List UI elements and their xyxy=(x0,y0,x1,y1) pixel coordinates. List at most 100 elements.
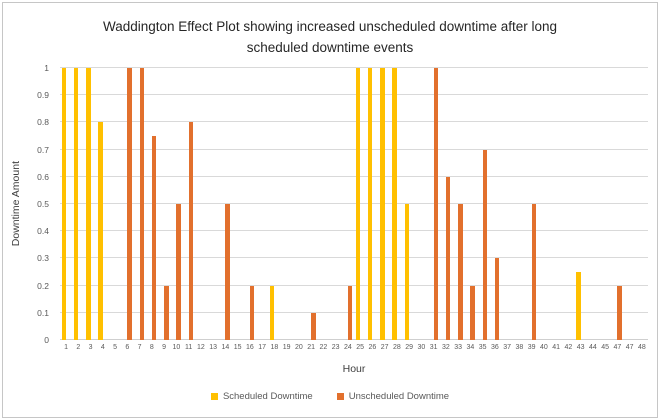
x-tick-label: 21 xyxy=(307,344,316,351)
x-tick-label: 9 xyxy=(162,344,167,351)
y-tick-label: 1 xyxy=(44,63,49,73)
scheduled-bar-hour-26 xyxy=(367,68,373,340)
x-tick-label: 7 xyxy=(137,344,142,351)
x-tick-label: 19 xyxy=(282,344,291,351)
x-tick-label: 36 xyxy=(490,344,499,351)
chart-title-line2: scheduled downtime events xyxy=(246,40,414,55)
y-tick-label: 0.1 xyxy=(37,307,49,318)
x-tick-label: 8 xyxy=(149,344,154,351)
x-tick-label: 44 xyxy=(588,344,597,351)
y-axis-tick-labels: 1 0.9 0.8 0.7 0.6 0.5 0.4 0.3 0.2 0.1 0 xyxy=(3,63,55,345)
unscheduled-bar-hour-8 xyxy=(151,136,157,340)
x-tick-label: 28 xyxy=(392,344,401,351)
x-tick-label: 39 xyxy=(527,344,536,351)
gridline-y-0.2 xyxy=(60,284,648,286)
unscheduled-bar-hour-36 xyxy=(494,258,500,340)
x-tick-label: 11 xyxy=(184,344,193,351)
y-tick-label: 0.3 xyxy=(37,253,49,264)
x-tick-label: 13 xyxy=(209,344,218,351)
gridline-y-0.1 xyxy=(60,311,648,313)
gridline-y-0.6 xyxy=(60,175,648,177)
gridline-y-0.4 xyxy=(60,230,648,232)
unscheduled-bar-hour-32 xyxy=(445,176,451,340)
unscheduled-bar-hour-6 xyxy=(127,68,132,340)
x-tick-label: 45 xyxy=(601,344,610,351)
unscheduled-bar-hour-33 xyxy=(458,204,463,340)
scheduled-bar-hour-2 xyxy=(73,68,79,340)
x-tick-label: 41 xyxy=(552,344,561,351)
x-tick-label: 29 xyxy=(405,344,414,351)
scheduled-bar-hour-25 xyxy=(355,68,361,340)
x-tick-label: 16 xyxy=(245,344,254,351)
x-tick-label: 31 xyxy=(429,344,438,351)
unscheduled-bar-hour-31 xyxy=(433,68,439,340)
x-tick-label: 43 xyxy=(576,344,585,351)
legend-label-scheduled: Scheduled Downtime xyxy=(222,391,313,402)
y-tick-label: 0.9 xyxy=(37,90,49,101)
unscheduled-bar-hour-24 xyxy=(347,285,353,340)
x-tick-label: 34 xyxy=(466,344,475,351)
x-tick-label: 40 xyxy=(539,344,548,351)
gridline-y-0.9 xyxy=(60,94,648,96)
x-tick-label: 12 xyxy=(196,344,205,351)
x-tick-label: 10 xyxy=(172,344,181,351)
y-tick-label: 0.5 xyxy=(37,199,49,209)
unscheduled-bar-hour-11 xyxy=(188,122,194,340)
unscheduled-swatch-icon xyxy=(336,393,344,400)
gridline-y-1 xyxy=(60,67,648,68)
x-tick-label: 32 xyxy=(441,344,450,351)
x-tick-label: 3 xyxy=(88,344,93,351)
legend: Scheduled Downtime Unscheduled Downtime xyxy=(3,391,657,402)
scheduled-bar-hour-18 xyxy=(269,285,275,340)
chart-title-line1: Waddington Effect Plot showing increased… xyxy=(102,19,558,34)
x-tick-label: 23 xyxy=(331,344,340,351)
legend-item-scheduled: Scheduled Downtime xyxy=(210,391,313,402)
x-tick-label: 22 xyxy=(319,344,328,351)
x-tick-label: 33 xyxy=(454,344,463,351)
x-tick-label: 47 xyxy=(613,344,622,351)
y-tick-label: 0.2 xyxy=(37,280,49,291)
x-tick-label: 4 xyxy=(100,344,105,351)
y-tick-label: 0.4 xyxy=(37,226,49,237)
plot-area xyxy=(60,67,648,340)
x-tick-label: 27 xyxy=(380,344,389,351)
y-tick-label: 0.6 xyxy=(37,171,49,182)
gridline-y-0.3 xyxy=(60,257,648,259)
x-tick-label: 5 xyxy=(113,344,118,351)
x-tick-label: 47 xyxy=(625,344,634,351)
unscheduled-bar-hour-9 xyxy=(164,285,169,340)
x-tick-label: 15 xyxy=(233,344,242,351)
unscheduled-bar-hour-47 xyxy=(617,285,622,340)
gridline-y-0 xyxy=(60,339,648,340)
x-axis-tick-labels: 1 2 3 4 5 6 7 8 9 10 11 12 13 14 15 16 17 18 19 20 21 22 23 24 2… xyxy=(60,344,648,354)
legend-item-unscheduled: Unscheduled Downtime xyxy=(336,391,449,402)
x-tick-label: 2 xyxy=(76,344,81,351)
x-tick-label: 38 xyxy=(515,344,524,351)
chart-title: Waddington Effect Plot showing increased… xyxy=(3,16,657,58)
unscheduled-bar-hour-34 xyxy=(470,285,475,340)
scheduled-bar-hour-28 xyxy=(392,68,397,340)
y-tick-label: 0.7 xyxy=(37,144,49,155)
x-tick-label: 24 xyxy=(343,344,352,351)
x-axis-title: Hour xyxy=(342,363,366,375)
unscheduled-bar-hour-21 xyxy=(311,312,316,340)
gridline-y-0.8 xyxy=(60,121,648,123)
scheduled-bar-hour-4 xyxy=(98,122,103,340)
x-tick-label: 42 xyxy=(564,344,573,351)
gridline-y-0.7 xyxy=(60,148,648,150)
x-tick-label: 30 xyxy=(417,344,426,351)
scheduled-bar-hour-1 xyxy=(61,68,67,340)
unscheduled-bar-hour-35 xyxy=(482,149,488,340)
x-tick-label: 26 xyxy=(368,344,377,351)
x-tick-label: 17 xyxy=(258,344,267,351)
y-tick-label: 0 xyxy=(44,335,49,345)
x-tick-label: 35 xyxy=(478,344,487,351)
x-tick-label: 48 xyxy=(637,344,646,351)
x-tick-label: 1 xyxy=(64,344,69,351)
gridline-y-0.5 xyxy=(60,203,648,204)
scheduled-bar-hour-3 xyxy=(86,68,91,340)
x-tick-label: 18 xyxy=(270,344,279,351)
x-tick-label: 25 xyxy=(356,344,365,351)
scheduled-bar-hour-43 xyxy=(576,272,581,340)
